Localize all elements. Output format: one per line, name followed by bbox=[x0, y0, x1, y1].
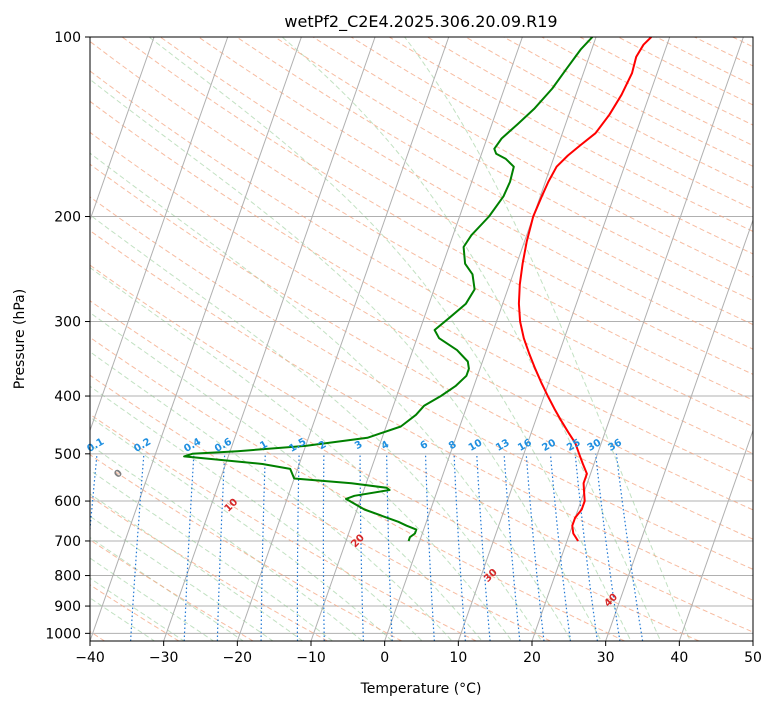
x-axis: −40 −30 −20 −10 0 10 20 30 40 50 bbox=[75, 641, 762, 666]
mixing-ratio-label: 6 bbox=[419, 439, 431, 452]
dry-adiabat bbox=[90, 196, 753, 570]
y-tick-label: 700 bbox=[54, 534, 81, 550]
x-tick-label: 20 bbox=[523, 650, 541, 666]
mixing-ratio-lines bbox=[90, 453, 644, 641]
moist-adiabat bbox=[90, 416, 393, 641]
isotherm-line bbox=[90, 37, 155, 222]
x-tick-label: −40 bbox=[75, 650, 105, 666]
isotherm-line bbox=[605, 218, 753, 641]
moist-adiabat bbox=[281, 37, 662, 641]
mixing-ratio-line bbox=[296, 453, 300, 641]
moist-adiabat bbox=[404, 37, 691, 641]
dry-adiabat bbox=[90, 413, 477, 641]
x-tick-label: −20 bbox=[223, 650, 253, 666]
dry-adiabat bbox=[90, 264, 753, 633]
mixing-ratio-line bbox=[322, 453, 325, 641]
dry-adiabat bbox=[90, 131, 753, 511]
x-tick-label: 40 bbox=[670, 650, 688, 666]
mixing-ratio-line bbox=[386, 453, 393, 641]
mixing-ratio-line bbox=[130, 453, 145, 641]
mixing-ratio-line bbox=[525, 453, 545, 641]
moist-adiabat bbox=[90, 536, 244, 641]
mixing-ratio-line bbox=[216, 453, 226, 641]
moist-adiabat bbox=[90, 444, 364, 641]
y-tick-label: 800 bbox=[54, 569, 81, 585]
y-tick-label: 100 bbox=[54, 30, 81, 46]
dry-adiabat bbox=[198, 37, 753, 350]
dry-adiabat bbox=[90, 336, 625, 641]
y-axis: 100 200 300 400 500 600 700 800 900 1000 bbox=[45, 30, 90, 642]
dry-adiabat bbox=[90, 374, 551, 641]
moist-adiabat bbox=[90, 78, 602, 641]
moist-adiabat bbox=[90, 597, 156, 641]
isotherm-line bbox=[90, 37, 229, 433]
y-tick-label: 900 bbox=[54, 599, 81, 615]
isotherm-line bbox=[531, 37, 744, 641]
isotherm-line bbox=[384, 37, 597, 641]
moist-adiabat bbox=[90, 557, 215, 641]
dry-adiabat bbox=[121, 37, 753, 401]
dry-adiabat bbox=[160, 37, 753, 375]
dewpoint-profile-line bbox=[183, 37, 594, 542]
moist-adiabat bbox=[90, 214, 543, 641]
y-tick-label: 400 bbox=[54, 389, 81, 405]
x-axis-label: Temperature (°C) bbox=[360, 681, 482, 697]
plot-frame bbox=[89, 36, 754, 642]
moist-adiabat bbox=[90, 351, 453, 641]
moist-adiabat bbox=[148, 37, 632, 641]
y-tick-label: 300 bbox=[54, 315, 81, 331]
isotherm-line bbox=[163, 37, 376, 641]
mixing-ratio-line bbox=[424, 453, 435, 641]
y-axis-label: Pressure (hPa) bbox=[12, 289, 28, 389]
dry-adiabat bbox=[90, 300, 700, 641]
isotherm-line bbox=[457, 37, 671, 641]
isotherm-line bbox=[678, 429, 753, 641]
dry-adiabat bbox=[90, 100, 753, 482]
isotherms bbox=[90, 37, 753, 641]
x-tick-label: 10 bbox=[449, 650, 467, 666]
isotherm-line bbox=[310, 37, 523, 641]
y-tick-label: 500 bbox=[54, 447, 81, 463]
x-tick-label: 50 bbox=[744, 650, 762, 666]
mixing-ratio-label: 2 bbox=[317, 439, 329, 452]
chart-title: wetPf2_C2E4.2025.306.20.09.R19 bbox=[284, 12, 557, 32]
y-tick-label: 1000 bbox=[45, 626, 81, 642]
mixing-ratio-label: 3 bbox=[353, 439, 365, 452]
mixing-ratio-line bbox=[503, 453, 521, 641]
mixing-ratio-line bbox=[359, 453, 364, 641]
mixing-ratio-line bbox=[453, 453, 466, 641]
mixing-ratio-line bbox=[260, 453, 266, 641]
moist-adiabat bbox=[90, 152, 573, 641]
profile-series bbox=[183, 37, 653, 542]
x-tick-label: 30 bbox=[597, 650, 615, 666]
dry-adiabat bbox=[90, 454, 402, 641]
mixing-ratio-label: 4 bbox=[380, 439, 392, 452]
moist-adiabat bbox=[90, 577, 185, 641]
dry-adiabat bbox=[90, 539, 254, 641]
y-tick-label: 200 bbox=[54, 210, 81, 226]
x-tick-label: 0 bbox=[380, 650, 389, 666]
moist-adiabat bbox=[90, 266, 513, 641]
mixing-ratio-label: 8 bbox=[447, 439, 459, 452]
temperature-profile-line bbox=[517, 37, 653, 542]
isotherm-line bbox=[90, 37, 302, 641]
mixing-ratio-line bbox=[476, 453, 491, 641]
isotherm-line bbox=[236, 37, 450, 641]
x-tick-label: −30 bbox=[149, 650, 179, 666]
x-tick-label: −10 bbox=[296, 650, 326, 666]
mixing-ratio-label: 1 bbox=[258, 439, 270, 452]
y-tick-label: 600 bbox=[54, 494, 81, 510]
mixing-ratio-line bbox=[183, 453, 195, 641]
dry-adiabat bbox=[90, 230, 753, 601]
